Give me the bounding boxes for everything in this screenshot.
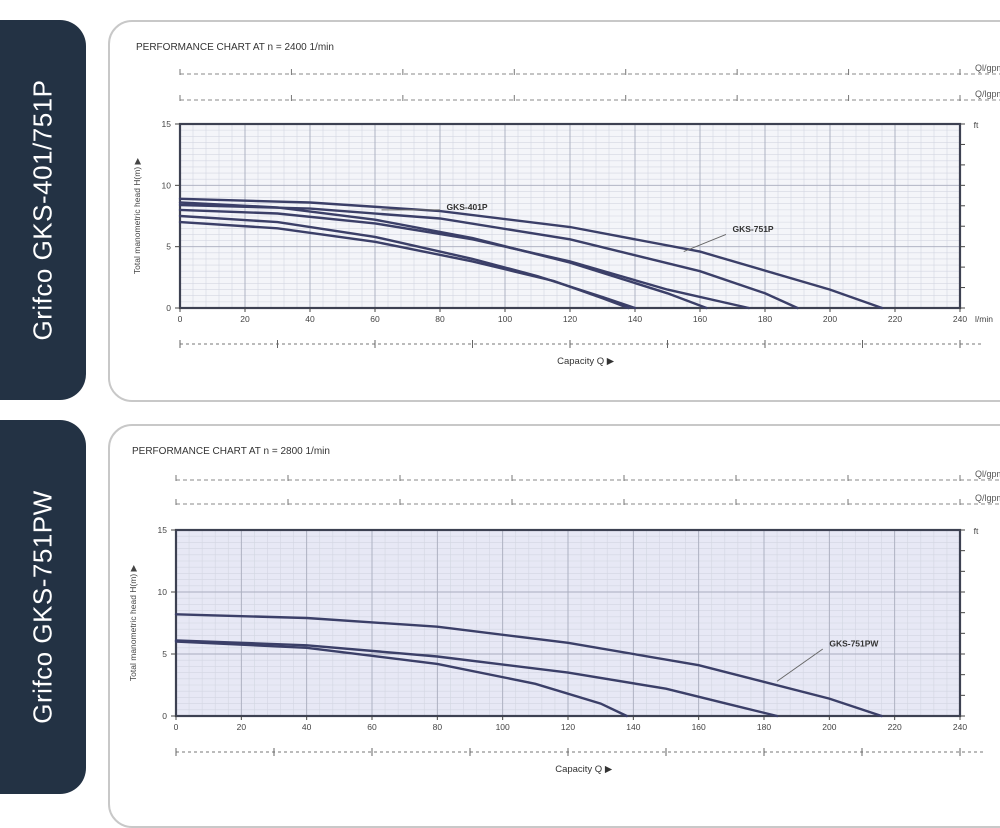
annotation-leader [683,233,727,252]
series-line [174,639,779,718]
x-axis-label: Capacity Q ▶ [557,356,615,367]
x-tick-label: 20 [240,314,250,324]
top-axis-unit-label: Ql/gpm [975,469,1000,479]
x-tick-label: 40 [302,722,312,732]
annotation-leader [776,648,824,682]
right-axis-unit-label: ft [974,526,979,536]
y-tick-label: 5 [166,242,171,252]
side-tab-model-2: Grifco GKS-751PW [0,420,86,794]
series-line [178,220,630,310]
x-tick-label: 180 [757,722,771,732]
y-tick-label: 15 [162,119,172,129]
performance-chart-1: PERFORMANCE CHART AT n = 2400 1/min Ql/gp… [132,42,1000,367]
x-tick-label: 0 [178,314,183,324]
x-tick-label: 0 [174,722,179,732]
x-tick-label: 100 [496,722,510,732]
x-axis-label: Capacity Q ▶ [555,764,613,775]
x-tick-label: 200 [822,722,836,732]
x-tick-label: 140 [626,722,640,732]
x-tick-label: 180 [758,314,772,324]
x-tick-label: 240 [953,314,967,324]
x-tick-label: 200 [823,314,837,324]
series-line [178,197,884,310]
y-axis-label: Total manometric head H(m) ▶ [132,157,142,274]
x-tick-label: l/min [975,314,993,324]
annotation-label: GKS-751PW [829,639,879,649]
x-tick-label: 160 [692,722,706,732]
chart-panel-2: PERFORMANCE CHART AT n = 2800 1/min Ql/gp… [108,424,1000,828]
x-tick-label: 80 [433,722,443,732]
x-tick-label: 160 [693,314,707,324]
x-tick-label: 120 [563,314,577,324]
x-tick-label: 60 [370,314,380,324]
y-axis-label: Total manometric head H(m) ▶ [128,564,138,681]
chart-title: PERFORMANCE CHART AT n = 2800 1/min [132,446,330,457]
top-axis-unit-label: Q/lgpm [975,493,1000,503]
side-tab-model-1: Grifco GKS-401/751P [0,20,86,400]
y-tick-label: 10 [158,587,168,597]
top-axis-unit-label: Q/lgpm [975,89,1000,99]
performance-chart-2: PERFORMANCE CHART AT n = 2800 1/min Ql/gp… [128,446,1000,775]
x-tick-label: 20 [237,722,247,732]
series-line [174,613,883,718]
side-tab-label: Grifco GKS-401/751P [27,79,58,341]
y-tick-label: 0 [166,303,171,313]
x-tick-label: 120 [561,722,575,732]
side-tab-label: Grifco GKS-751PW [27,490,58,724]
x-tick-label: 140 [628,314,642,324]
y-tick-label: 0 [162,711,167,721]
series-line [178,203,799,310]
x-tick-label: 240 [953,722,967,732]
series-line [174,640,628,718]
annotation-label: GKS-401P [447,202,488,212]
right-axis-unit-label: ft [974,120,979,130]
x-tick-label: 220 [888,314,902,324]
series-line [178,208,750,310]
x-tick-label: 100 [498,314,512,324]
x-tick-label: 60 [367,722,377,732]
annotation-label: GKS-751P [733,224,774,234]
y-tick-label: 15 [158,525,168,535]
chart-title: PERFORMANCE CHART AT n = 2400 1/min [136,42,334,53]
y-tick-label: 10 [162,180,172,190]
top-axis-unit-label: Ql/gpm [975,63,1000,73]
chart-panel-1: PERFORMANCE CHART AT n = 2400 1/min Ql/gp… [108,20,1000,402]
x-tick-label: 220 [888,722,902,732]
x-tick-label: 40 [305,314,315,324]
x-tick-label: 80 [435,314,445,324]
y-tick-label: 5 [162,649,167,659]
